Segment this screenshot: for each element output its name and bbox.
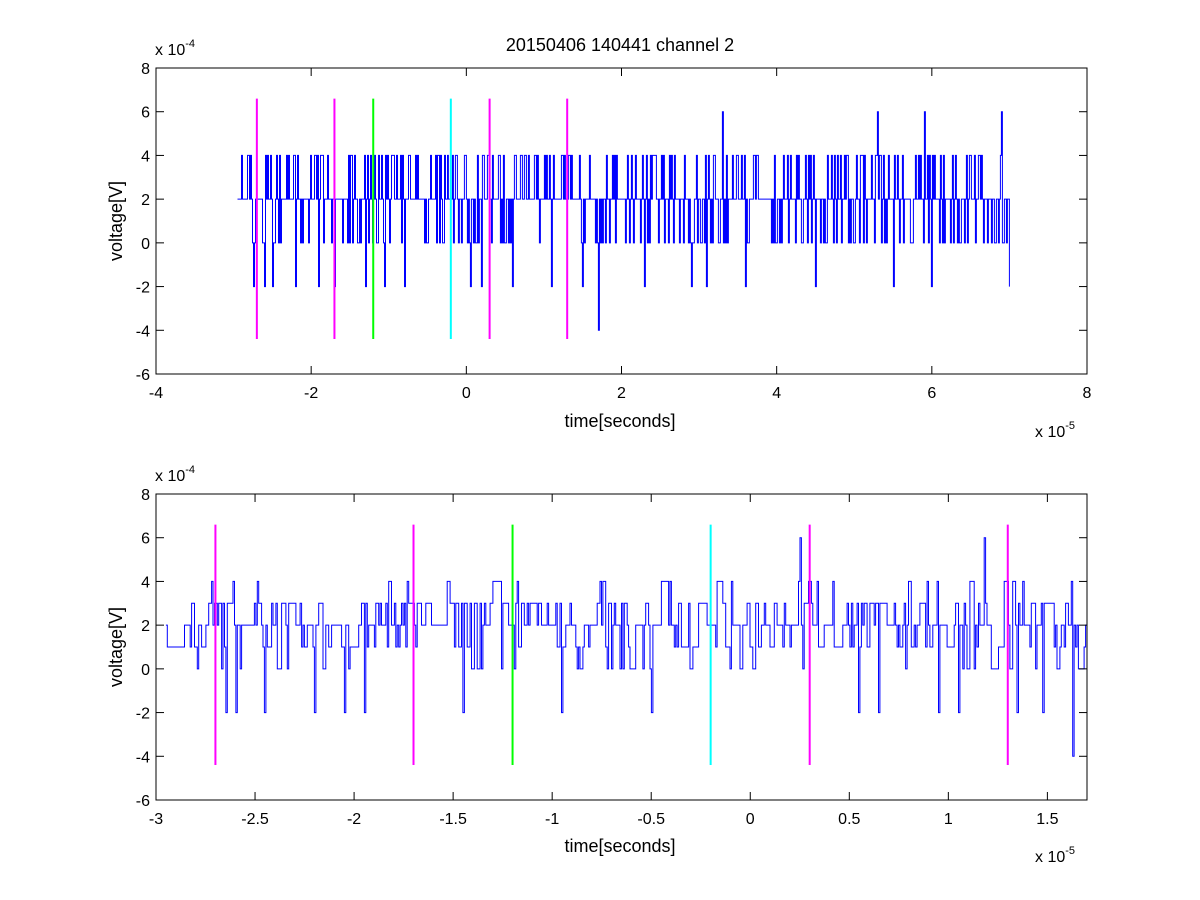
bottom-y-tick-label-4: 2 <box>141 618 150 635</box>
top-x-multiplier: x 10-5 <box>1035 420 1075 441</box>
top-y-tick-label-6: 6 <box>141 105 150 122</box>
bottom-x-tick-label-3: -1.5 <box>439 811 467 828</box>
top-y-tick-label-0: -6 <box>136 367 150 384</box>
top-x-tick-label-1: -2 <box>304 385 318 402</box>
bottom-x-tick-label-5: -0.5 <box>637 811 665 828</box>
top-subplot: time[seconds] voltage[V] x 10-5 x 10-4 -… <box>106 38 1092 441</box>
top-y-tick-label-3: 0 <box>141 236 150 253</box>
top-y-tick-label-2: -2 <box>136 280 150 297</box>
bottom-x-multiplier: x 10-5 <box>1035 845 1075 866</box>
bottom-y-axis-label: voltage[V] <box>106 607 126 687</box>
bottom-y-tick-label-6: 6 <box>141 531 150 548</box>
bottom-subplot: time[seconds] voltage[V] x 10-5 x 10-4 -… <box>106 464 1088 866</box>
top-x-tick-label-3: 2 <box>617 385 626 402</box>
top-y-axis-label: voltage[V] <box>106 181 126 261</box>
bottom-y-tick-label-1: -4 <box>136 749 150 766</box>
top-x-tick-label-4: 4 <box>772 385 781 402</box>
bottom-x-tick-label-1: -2.5 <box>241 811 269 828</box>
top-plot-content <box>237 98 1010 340</box>
bottom-x-tick-label-9: 1.5 <box>1036 811 1058 828</box>
bottom-x-tick-label-6: 0 <box>746 811 755 828</box>
top-x-tick-label-5: 6 <box>927 385 936 402</box>
bottom-y-tick-label-2: -2 <box>136 706 150 723</box>
bottom-x-tick-label-0: -3 <box>149 811 163 828</box>
bottom-x-axis-label: time[seconds] <box>564 836 675 856</box>
top-x-tick-label-2: 0 <box>462 385 471 402</box>
bottom-plot-content <box>165 524 1087 766</box>
top-y-tick-label-7: 8 <box>141 61 150 78</box>
bottom-y-tick-label-5: 4 <box>141 574 150 591</box>
bottom-y-tick-label-7: 8 <box>141 487 150 504</box>
bottom-y-tick-label-0: -6 <box>136 793 150 810</box>
top-series-0-line <box>237 111 1010 331</box>
top-x-axis-label: time[seconds] <box>564 411 675 431</box>
top-y-multiplier: x 10-4 <box>155 38 195 59</box>
bottom-x-tick-label-2: -2 <box>347 811 361 828</box>
top-y-tick-label-5: 4 <box>141 148 150 165</box>
bottom-y-multiplier: x 10-4 <box>155 464 195 485</box>
bottom-y-tick-label-3: 0 <box>141 662 150 679</box>
bottom-series-0-line <box>165 537 1087 757</box>
bottom-x-tick-label-4: -1 <box>545 811 559 828</box>
top-x-tick-label-6: 8 <box>1083 385 1092 402</box>
top-y-tick-label-1: -4 <box>136 323 150 340</box>
top-x-tick-label-0: -4 <box>149 385 163 402</box>
figure-title: 20150406 140441 channel 2 <box>506 35 734 55</box>
bottom-x-tick-label-7: 0.5 <box>838 811 860 828</box>
top-y-tick-label-4: 2 <box>141 192 150 209</box>
bottom-x-tick-label-8: 1 <box>944 811 953 828</box>
